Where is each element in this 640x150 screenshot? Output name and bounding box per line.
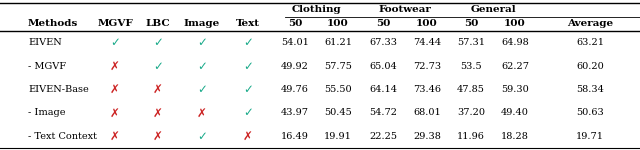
Text: 19.91: 19.91 — [324, 132, 352, 141]
Text: 50: 50 — [464, 20, 478, 28]
Text: 18.28: 18.28 — [501, 132, 529, 141]
Text: General: General — [470, 6, 516, 15]
Text: ✗: ✗ — [197, 106, 207, 119]
Text: 59.30: 59.30 — [501, 85, 529, 94]
Text: 11.96: 11.96 — [457, 132, 485, 141]
Text: 16.49: 16.49 — [281, 132, 309, 141]
Text: ✓: ✓ — [243, 106, 253, 119]
Text: 50.45: 50.45 — [324, 108, 352, 117]
Text: 49.92: 49.92 — [281, 62, 309, 71]
Text: 57.31: 57.31 — [457, 38, 485, 47]
Text: Footwear: Footwear — [379, 6, 431, 15]
Text: EIVEN: EIVEN — [28, 38, 61, 47]
Text: 68.01: 68.01 — [413, 108, 441, 117]
Text: - Image: - Image — [28, 108, 65, 117]
Text: 54.72: 54.72 — [369, 108, 397, 117]
Text: 100: 100 — [327, 20, 349, 28]
Text: ✗: ✗ — [153, 106, 163, 119]
Text: 73.46: 73.46 — [413, 85, 441, 94]
Text: ✓: ✓ — [243, 36, 253, 49]
Text: ✗: ✗ — [110, 83, 120, 96]
Text: Average: Average — [567, 20, 613, 28]
Text: 63.21: 63.21 — [576, 38, 604, 47]
Text: Text: Text — [236, 20, 260, 28]
Text: 54.01: 54.01 — [281, 38, 309, 47]
Text: 62.27: 62.27 — [501, 62, 529, 71]
Text: ✗: ✗ — [110, 106, 120, 119]
Text: ✗: ✗ — [110, 130, 120, 143]
Text: 58.34: 58.34 — [576, 85, 604, 94]
Text: LBC: LBC — [146, 20, 170, 28]
Text: 61.21: 61.21 — [324, 38, 352, 47]
Text: 49.40: 49.40 — [501, 108, 529, 117]
Text: 29.38: 29.38 — [413, 132, 441, 141]
Text: 22.25: 22.25 — [369, 132, 397, 141]
Text: 72.73: 72.73 — [413, 62, 441, 71]
Text: - Text Context: - Text Context — [28, 132, 97, 141]
Text: ✗: ✗ — [153, 130, 163, 143]
Text: 43.97: 43.97 — [281, 108, 309, 117]
Text: Methods: Methods — [28, 20, 78, 28]
Text: 49.76: 49.76 — [281, 85, 309, 94]
Text: - MGVF: - MGVF — [28, 62, 66, 71]
Text: 19.71: 19.71 — [576, 132, 604, 141]
Text: 64.98: 64.98 — [501, 38, 529, 47]
Text: ✓: ✓ — [153, 36, 163, 49]
Text: 53.5: 53.5 — [460, 62, 482, 71]
Text: ✗: ✗ — [243, 130, 253, 143]
Text: 67.33: 67.33 — [369, 38, 397, 47]
Text: 74.44: 74.44 — [413, 38, 441, 47]
Text: ✓: ✓ — [153, 60, 163, 73]
Text: ✓: ✓ — [197, 60, 207, 73]
Text: 64.14: 64.14 — [369, 85, 397, 94]
Text: ✗: ✗ — [110, 60, 120, 73]
Text: Clothing: Clothing — [292, 6, 341, 15]
Text: 47.85: 47.85 — [457, 85, 485, 94]
Text: ✗: ✗ — [153, 83, 163, 96]
Text: EIVEN-Base: EIVEN-Base — [28, 85, 89, 94]
Text: ✓: ✓ — [243, 83, 253, 96]
Text: 55.50: 55.50 — [324, 85, 352, 94]
Text: 60.20: 60.20 — [576, 62, 604, 71]
Text: ✓: ✓ — [197, 130, 207, 143]
Text: 57.75: 57.75 — [324, 62, 352, 71]
Text: ✓: ✓ — [243, 60, 253, 73]
Text: 37.20: 37.20 — [457, 108, 485, 117]
Text: ✓: ✓ — [197, 83, 207, 96]
Text: Image: Image — [184, 20, 220, 28]
Text: 100: 100 — [504, 20, 526, 28]
Text: ✓: ✓ — [197, 36, 207, 49]
Text: 65.04: 65.04 — [369, 62, 397, 71]
Text: MGVF: MGVF — [97, 20, 133, 28]
Text: 100: 100 — [416, 20, 438, 28]
Text: 50: 50 — [376, 20, 390, 28]
Text: 50: 50 — [288, 20, 302, 28]
Text: ✓: ✓ — [110, 36, 120, 49]
Text: 50.63: 50.63 — [576, 108, 604, 117]
